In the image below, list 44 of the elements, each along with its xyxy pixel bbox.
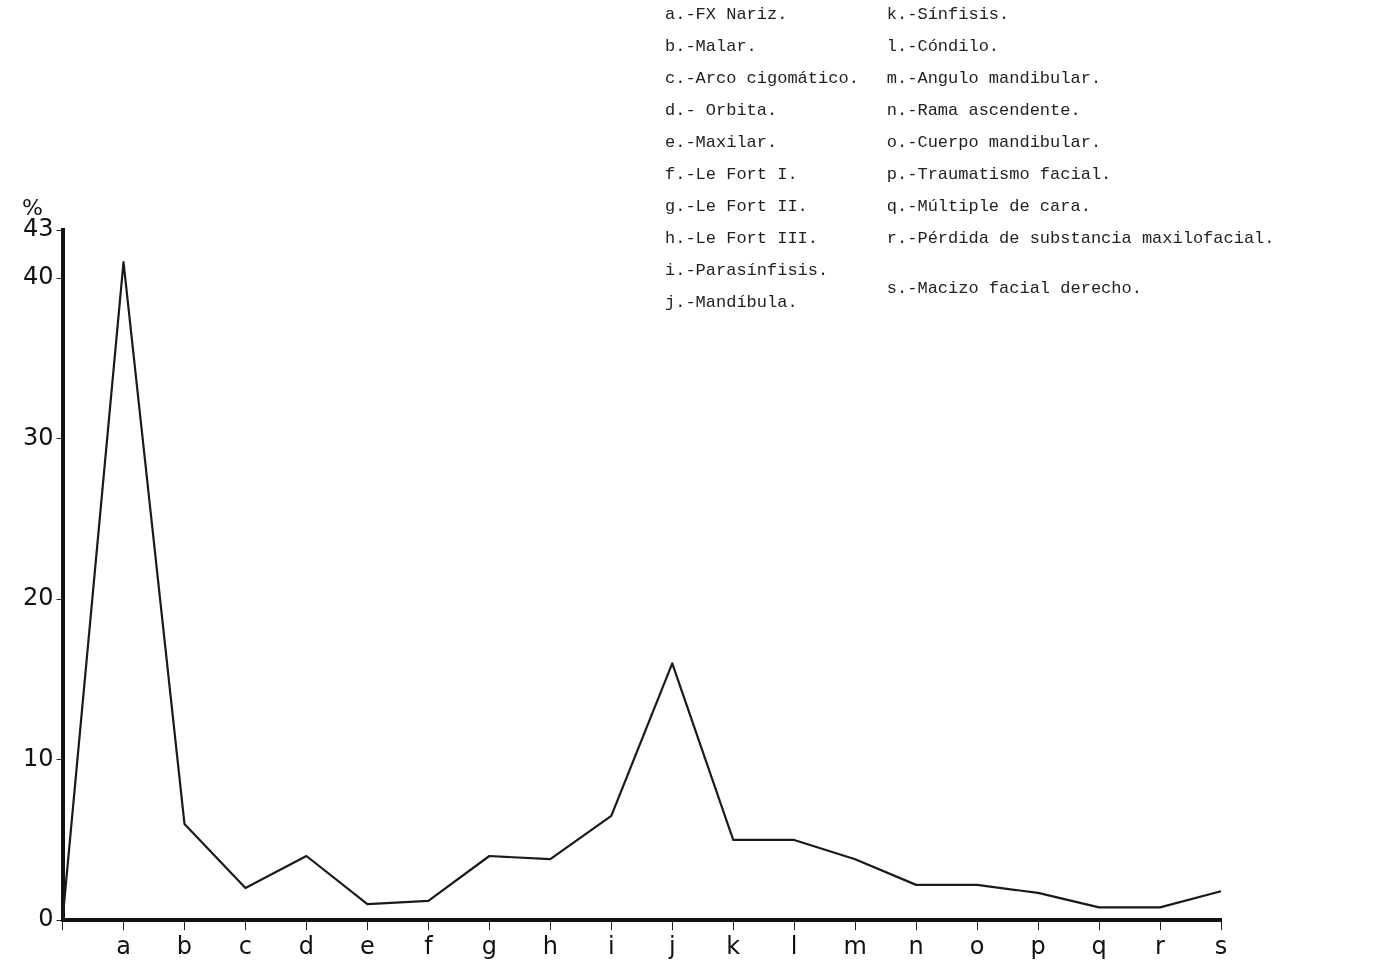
y-tick-label: 30: [22, 422, 54, 451]
x-tick-label: c: [238, 931, 253, 960]
text: a.-FX Nariz.: [665, 5, 789, 26]
text: m.-Angulo mandibular.: [886, 69, 1103, 90]
text: o.-Cuerpo mandibular.: [886, 133, 1103, 154]
x-tick-label: m: [843, 931, 867, 960]
text: d.- Orbita.: [665, 101, 779, 122]
x-tick-label: k: [726, 931, 741, 960]
x-tick-label: b: [176, 931, 193, 960]
text: c.-Arco cigomático.: [665, 69, 859, 90]
x-tick-label: n: [908, 931, 924, 960]
y-tick-label: 43: [22, 214, 54, 243]
y-tick-label: 0: [38, 904, 54, 933]
x-tick-label: p: [1030, 931, 1046, 960]
text: k.-Sínfisis.: [886, 5, 1011, 26]
annotation: j.-Mandíbula.: [665, 293, 799, 314]
text: b.-Malar.: [665, 37, 758, 58]
text: q.-Múltiple de cara.: [886, 197, 1092, 218]
x-tick-label: a: [116, 931, 131, 960]
text: l.-Cóndilo.: [886, 37, 1001, 58]
x-tick-label: d: [298, 931, 315, 960]
annotation: h.-Le Fort III.: [665, 229, 820, 250]
annotation: i.-Parasínfisis.: [665, 261, 830, 282]
text: p.-Traumatismo facial.: [886, 165, 1113, 186]
text: f.-Le Fort I.: [665, 165, 799, 186]
x-tick-label: i: [607, 931, 615, 960]
x-tick-label: s: [1214, 931, 1228, 960]
x-tick-label: f: [424, 931, 434, 960]
annotation: r.-Pérdida de substancia maxilofacial.: [886, 229, 1276, 250]
x-tick-label: o: [969, 931, 985, 960]
x-tick-label: g: [481, 931, 497, 960]
x-tick-label: q: [1091, 931, 1107, 960]
x-tick-label: r: [1155, 931, 1166, 960]
text: e.-Maxilar.: [665, 133, 779, 154]
y-tick-label: 10: [22, 743, 54, 772]
x-tick-label: j: [667, 931, 676, 960]
y-tick-label: 20: [22, 583, 54, 612]
x-tick-label: h: [542, 931, 558, 960]
text: g.-Le Fort II.: [665, 197, 809, 218]
text: n.-Rama ascendente.: [886, 101, 1082, 122]
x-tick-label: l: [790, 931, 798, 960]
y-tick-label: 40: [22, 262, 54, 291]
x-tick-label: e: [360, 931, 375, 960]
annotation: s.-Macizo facial derecho.: [886, 279, 1143, 300]
